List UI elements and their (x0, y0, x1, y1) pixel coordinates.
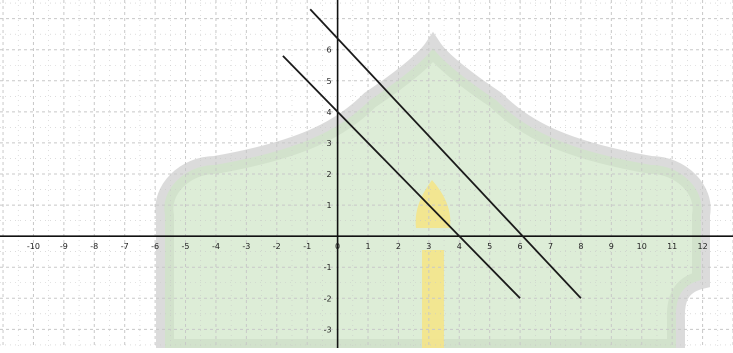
x-tick-label: -4 (212, 242, 220, 251)
y-tick-label: 1 (327, 201, 332, 210)
x-tick-labels: -10 -9 -8 -7 -6 -5 -4 -3 -2 -1 0 1 2 3 4 5 6 7 8 9 10 11 12 (27, 242, 708, 251)
pillar-shape (422, 250, 444, 348)
x-tick-label: -9 (60, 242, 68, 251)
x-tick-label: -6 (151, 242, 159, 251)
x-tick-label: 12 (697, 242, 707, 251)
y-tick-labels: -3 -2 -1 1 2 3 4 5 6 (324, 46, 332, 335)
y-tick-label: 2 (327, 170, 332, 179)
x-tick-label: -5 (182, 242, 190, 251)
x-tick-label: 11 (667, 242, 677, 251)
y-tick-label: -1 (324, 263, 332, 272)
x-tick-label: 7 (548, 242, 553, 251)
x-tick-label: 8 (578, 242, 583, 251)
x-tick-label: -8 (90, 242, 98, 251)
x-tick-label: 10 (637, 242, 647, 251)
y-tick-label: 5 (327, 77, 332, 86)
flame-shape (415, 180, 451, 228)
x-tick-label: -2 (273, 242, 281, 251)
x-tick-label: -3 (242, 242, 250, 251)
x-tick-label: 5 (487, 242, 492, 251)
series-line-2 (309, 8, 582, 299)
x-tick-label: 3 (426, 242, 431, 251)
y-tick-label: 6 (327, 46, 332, 55)
series-line-1 (282, 55, 521, 299)
x-tick-label: -10 (27, 242, 40, 251)
x-tick-label: 0 (335, 242, 340, 251)
x-tick-label: -1 (303, 242, 311, 251)
x-tick-label: 6 (518, 242, 523, 251)
y-tick-label: -2 (324, 294, 332, 303)
x-tick-label: 2 (396, 242, 401, 251)
y-tick-label: -3 (324, 325, 332, 334)
x-tick-label: -7 (121, 242, 129, 251)
mosque-dome-watermark (155, 31, 711, 353)
x-tick-label: 4 (457, 242, 462, 251)
y-tick-label: 3 (327, 139, 332, 148)
x-tick-label: 9 (609, 242, 614, 251)
y-tick-label: 4 (327, 108, 332, 117)
x-tick-label: 1 (365, 242, 370, 251)
series-lines (282, 8, 582, 299)
